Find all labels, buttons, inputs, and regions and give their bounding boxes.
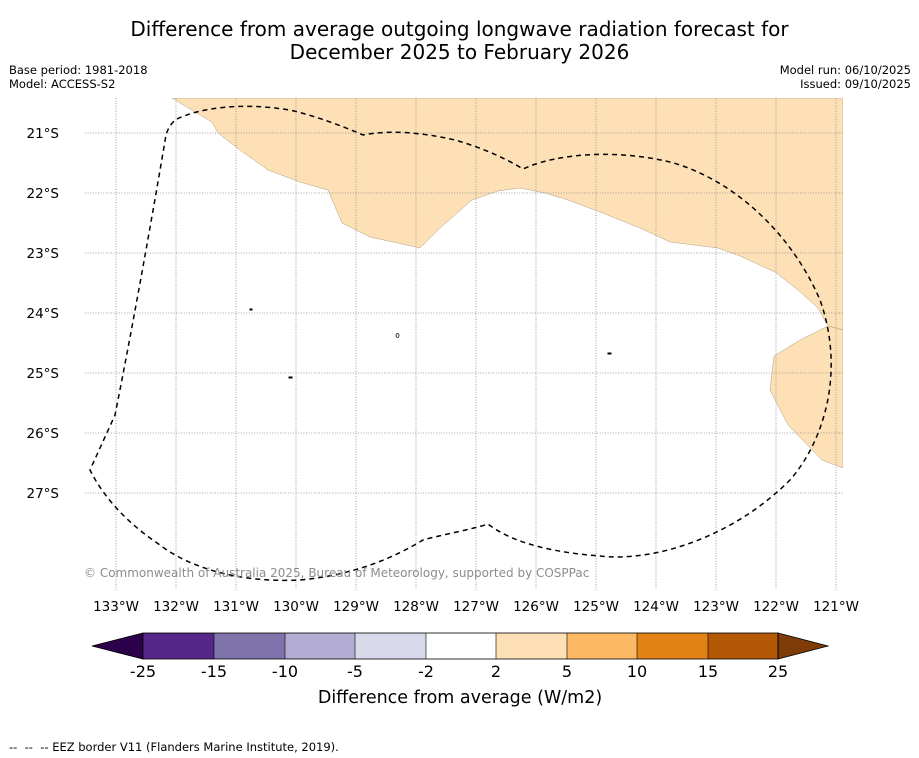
base-period-text: Base period: 1981-2018 bbox=[9, 63, 148, 77]
colorbar-tick--10: -10 bbox=[272, 662, 298, 681]
colorbar-extend-high bbox=[777, 632, 830, 660]
issued-text: Issued: 09/10/2025 bbox=[800, 77, 911, 91]
lat-label-24: 24°S bbox=[27, 306, 60, 322]
colorbar-segment-1 bbox=[143, 633, 214, 659]
map-area: © Commonwealth of Australia 2025, Bureau… bbox=[84, 98, 843, 590]
anomaly-region-north bbox=[171, 98, 843, 331]
title-line-1: Difference from average outgoing longwav… bbox=[130, 17, 789, 41]
lon-label-122: 122°W bbox=[753, 599, 799, 615]
colorbar-dividers bbox=[213, 633, 709, 659]
colorbar-tick--15: -15 bbox=[201, 662, 227, 681]
colorbar: -25 -15 -10 -5 -2 2 5 10 15 25 Differenc… bbox=[91, 632, 830, 708]
lon-label-124: 124°W bbox=[633, 599, 679, 615]
lon-label-132: 132°W bbox=[153, 599, 199, 615]
lat-label-25: 25°S bbox=[27, 366, 60, 382]
lat-label-21: 21°S bbox=[27, 126, 60, 142]
colorbar-segment-2 bbox=[214, 633, 285, 659]
model-text: Model: ACCESS-S2 bbox=[9, 77, 116, 91]
longitude-labels: 133°W 132°W 131°W 130°W 129°W 128°W 127°… bbox=[93, 599, 859, 615]
lon-label-130: 130°W bbox=[273, 599, 319, 615]
lon-label-123: 123°W bbox=[693, 599, 739, 615]
colorbar-tick-10: 10 bbox=[627, 662, 647, 681]
chart-title: Difference from average outgoing longwav… bbox=[0, 18, 919, 64]
eez-legend-symbol: -- -- -- bbox=[9, 740, 49, 754]
islands bbox=[249, 308, 612, 379]
lon-label-133: 133°W bbox=[93, 599, 139, 615]
eez-border bbox=[89, 105, 832, 582]
colorbar-segment-6 bbox=[496, 633, 567, 659]
island-1 bbox=[249, 308, 253, 311]
lon-label-125: 125°W bbox=[573, 599, 619, 615]
copyright-notice: © Commonwealth of Australia 2025, Bureau… bbox=[84, 566, 589, 580]
colorbar-extend-low bbox=[91, 632, 144, 660]
footer-legend: -- -- -- EEZ border V11 (Flanders Marine… bbox=[9, 740, 339, 754]
lat-label-26: 26°S bbox=[27, 426, 60, 442]
lon-label-121: 121°W bbox=[813, 599, 859, 615]
colorbar-tick--25: -25 bbox=[130, 662, 156, 681]
colorbar-tick-2: 2 bbox=[491, 662, 501, 681]
lat-label-23: 23°S bbox=[27, 246, 60, 262]
lat-label-27: 27°S bbox=[27, 486, 60, 502]
island-4 bbox=[607, 352, 612, 355]
colorbar-tick-15: 15 bbox=[698, 662, 718, 681]
model-run-text: Model run: 06/10/2025 bbox=[779, 63, 911, 77]
lat-label-22: 22°S bbox=[27, 186, 60, 202]
colorbar-tick-25: 25 bbox=[768, 662, 788, 681]
lon-label-131: 131°W bbox=[213, 599, 259, 615]
colorbar-segment-9 bbox=[708, 633, 778, 659]
colorbar-segment-7 bbox=[567, 633, 637, 659]
colorbar-tick--2: -2 bbox=[418, 662, 434, 681]
colorbar-segment-5 bbox=[426, 633, 496, 659]
lon-label-129: 129°W bbox=[333, 599, 379, 615]
island-3 bbox=[288, 376, 293, 379]
eez-legend-text: EEZ border V11 (Flanders Marine Institut… bbox=[52, 740, 339, 754]
base-period-info: Base period: 1981-2018 Model: ACCESS-S2 bbox=[9, 63, 148, 91]
model-run-info: Model run: 06/10/2025 Issued: 09/10/2025 bbox=[780, 63, 911, 91]
lon-label-128: 128°W bbox=[393, 599, 439, 615]
latitude-labels: 21°S 22°S 23°S 24°S 25°S 26°S 27°S bbox=[27, 126, 60, 502]
title-line-2: December 2025 to February 2026 bbox=[289, 40, 630, 64]
colorbar-segment-3 bbox=[285, 633, 355, 659]
colorbar-tick--5: -5 bbox=[347, 662, 363, 681]
colorbar-outline bbox=[142, 632, 779, 660]
colorbar-tick-5: 5 bbox=[562, 662, 572, 681]
lon-label-126: 126°W bbox=[513, 599, 559, 615]
lon-label-127: 127°W bbox=[453, 599, 499, 615]
colorbar-segment-8 bbox=[637, 633, 708, 659]
colorbar-segment-4 bbox=[355, 633, 426, 659]
colorbar-title: Difference from average (W/m2) bbox=[318, 688, 602, 708]
island-2 bbox=[395, 333, 400, 338]
